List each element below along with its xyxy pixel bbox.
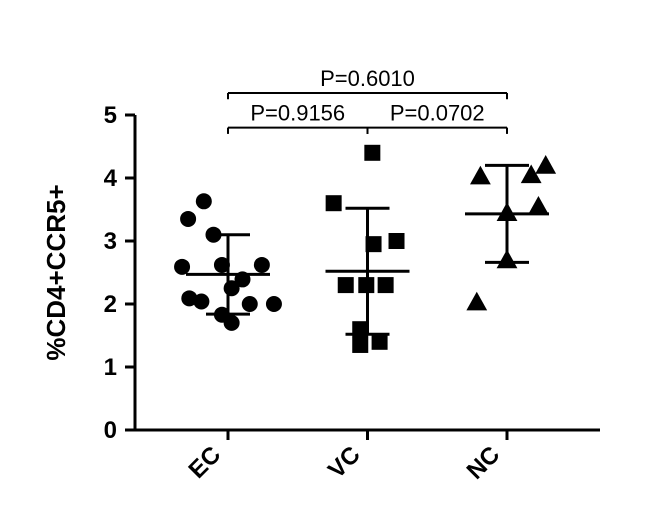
p-value-label: P=0.9156	[250, 101, 345, 126]
y-tick-label: 3	[104, 228, 117, 255]
data-point	[372, 334, 388, 350]
data-point	[266, 296, 282, 312]
data-point	[214, 257, 230, 273]
data-point	[358, 277, 374, 293]
data-point	[497, 202, 518, 221]
y-tick-label: 4	[104, 165, 118, 192]
x-tick-label: NC	[462, 441, 506, 485]
data-point	[470, 166, 491, 185]
data-point	[174, 259, 190, 275]
data-point	[205, 227, 221, 243]
data-point	[466, 292, 487, 311]
data-point	[497, 250, 518, 269]
data-point	[352, 337, 368, 353]
data-point	[366, 236, 382, 252]
y-axis-label: %CD4+CCR5+	[41, 184, 71, 360]
data-point	[338, 277, 354, 293]
data-point	[521, 164, 542, 183]
data-point	[352, 321, 368, 337]
data-point	[528, 196, 549, 215]
p-value-label: P=0.6010	[320, 66, 415, 91]
y-tick-label: 1	[104, 354, 117, 381]
scatter-chart: 0 1 2 3 4 5 %CD4+CCR5+ EC VC NC P=0.6010 P=0.9156 P=…	[0, 0, 650, 509]
data-point	[180, 211, 196, 227]
p-value-label: P=0.0702	[390, 101, 485, 126]
y-tick-label: 2	[104, 291, 117, 318]
data-point	[235, 271, 251, 287]
data-point	[181, 290, 197, 306]
data-point	[389, 233, 405, 249]
x-tick-label: EC	[184, 441, 227, 484]
data-point	[224, 315, 240, 331]
data-point	[378, 277, 394, 293]
data-point	[242, 296, 258, 312]
data-point	[196, 193, 212, 209]
data-point	[326, 195, 342, 211]
y-tick-label: 5	[104, 102, 117, 129]
x-tick-label: VC	[323, 441, 366, 484]
data-point	[364, 145, 380, 161]
data-point	[254, 257, 270, 273]
y-tick-label: 0	[104, 417, 117, 444]
data-point	[535, 155, 556, 174]
